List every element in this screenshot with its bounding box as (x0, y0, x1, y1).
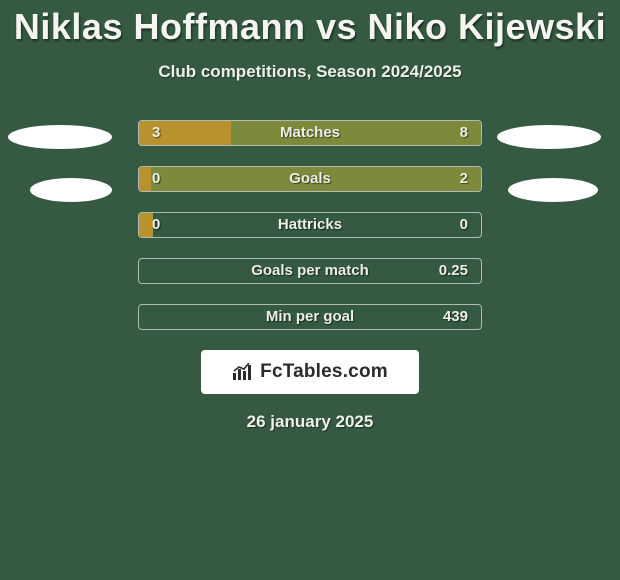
stat-rows: Matches38Goals02Hattricks00Goals per mat… (0, 120, 620, 330)
comparison-card: Niklas Hoffmann vs Niko Kijewski Club co… (0, 0, 620, 432)
decorative-ellipse (30, 178, 112, 202)
right-value: 8 (460, 120, 468, 146)
stat-label: Min per goal (0, 304, 620, 330)
source-logo: FcTables.com (201, 350, 419, 394)
left-value: 0 (152, 166, 160, 192)
stat-row: Hattricks0 0 (0, 212, 620, 238)
decorative-ellipse (8, 125, 112, 149)
right-value: 2 (460, 166, 468, 192)
left-value: 0 (152, 212, 160, 238)
right-value: 0.25 (439, 258, 468, 284)
decorative-ellipse (508, 178, 598, 202)
stat-row: Min per goal439 (0, 304, 620, 330)
decorative-ellipse (497, 125, 601, 149)
right-value: 439 (443, 304, 468, 330)
right-value: 0 (460, 212, 468, 238)
stat-label: Hattricks (0, 212, 620, 238)
left-value: 3 (152, 120, 160, 146)
snapshot-date: 26 january 2025 (0, 412, 620, 432)
subtitle: Club competitions, Season 2024/2025 (0, 62, 620, 82)
chart-icon (232, 363, 254, 381)
logo-text: FcTables.com (260, 361, 388, 383)
stat-label: Goals per match (0, 258, 620, 284)
page-title: Niklas Hoffmann vs Niko Kijewski (0, 6, 620, 48)
stat-row: Goals per match0.25 (0, 258, 620, 284)
